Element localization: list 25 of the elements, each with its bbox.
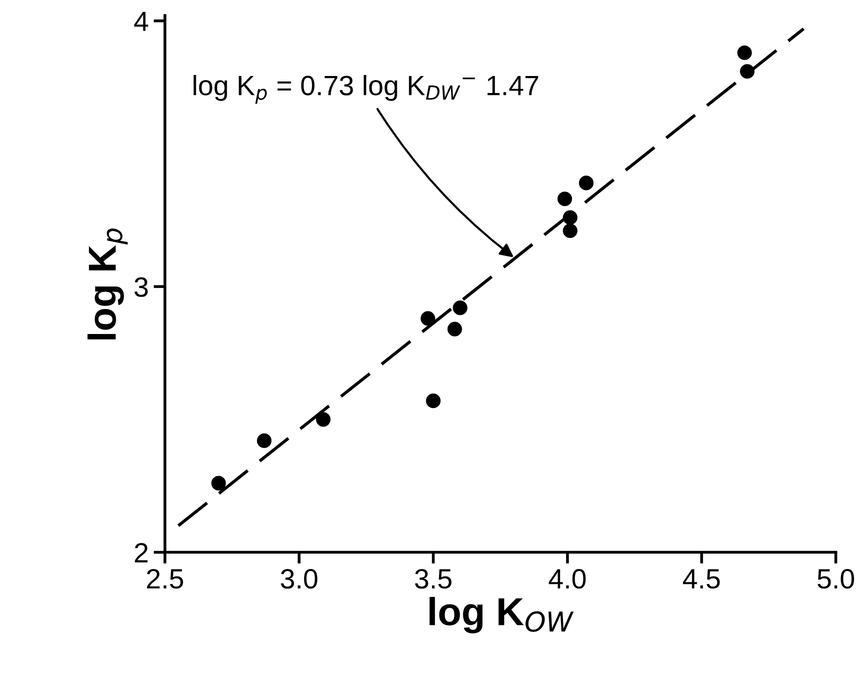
x-axis-title: log K$_{OW}$	[430, 596, 574, 634]
y-axis-title: log K$_{p}$	[88, 228, 128, 340]
point	[316, 412, 331, 427]
point	[420, 311, 436, 326]
y-tick-label: 2	[134, 542, 148, 562]
point	[447, 322, 462, 336]
point	[557, 192, 572, 206]
point	[211, 476, 226, 490]
x-tick-label: 5.0	[818, 569, 854, 589]
point	[452, 300, 468, 316]
point	[578, 176, 594, 190]
x-tick-label: 4.5	[682, 569, 720, 589]
y-tick-label: 4	[134, 12, 148, 31]
point	[737, 45, 752, 60]
point	[426, 394, 441, 408]
point	[562, 223, 578, 238]
point	[256, 433, 272, 448]
x-tick-label: 3.5	[415, 569, 452, 589]
y-tick-label: 3	[134, 277, 148, 297]
x-tick-label: 2.5	[147, 569, 184, 589]
annotation: log K$_{p}$ = 0.73 log K$_{DW}$$^{−}$ 1.47	[194, 74, 538, 104]
point	[740, 64, 755, 79]
point	[562, 210, 578, 225]
x-tick-label: 3.0	[280, 569, 318, 589]
x-tick-label: 4.0	[548, 569, 586, 589]
